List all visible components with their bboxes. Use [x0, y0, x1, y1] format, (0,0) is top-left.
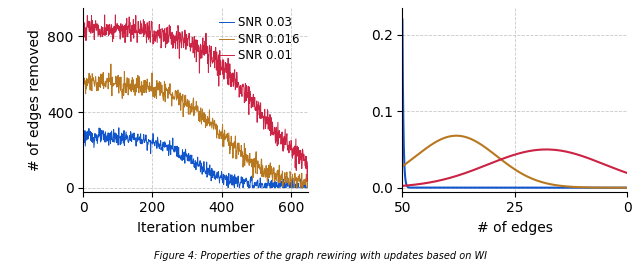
- SNR 0.016: [150, 86, 158, 89]
- SNR 0.03: [95, 135, 102, 139]
- Line: SNR 0.01: SNR 0.01: [83, 15, 308, 181]
- SNR 0.03: [119, 135, 127, 138]
- SNR 0.016: [107, 63, 115, 66]
- X-axis label: Iteration number: Iteration number: [137, 221, 254, 235]
- SNR 0.01: [125, 31, 133, 35]
- Y-axis label: # of edges removed: # of edges removed: [28, 29, 42, 171]
- SNR 0.01: [79, 31, 87, 34]
- SNR 0.01: [119, 36, 127, 39]
- SNR 0.03: [150, 141, 158, 144]
- SNR 0.016: [95, 75, 102, 78]
- SNR 0.03: [79, 139, 87, 143]
- SNR 0.01: [111, 13, 119, 16]
- SNR 0.016: [79, 87, 87, 90]
- SNR 0.01: [304, 160, 312, 163]
- SNR 0.016: [125, 88, 133, 91]
- SNR 0.01: [95, 33, 102, 36]
- Text: Figure 4: Properties of the graph rewiring with updates based on WI: Figure 4: Properties of the graph rewiri…: [154, 251, 486, 261]
- SNR 0.016: [92, 75, 99, 78]
- SNR 0.016: [304, 176, 312, 179]
- SNR 0.03: [304, 182, 312, 185]
- SNR 0.01: [279, 149, 287, 153]
- SNR 0.016: [287, 186, 295, 189]
- SNR 0.03: [92, 135, 99, 139]
- SNR 0.01: [92, 19, 99, 22]
- SNR 0.01: [303, 180, 311, 183]
- SNR 0.03: [280, 184, 287, 187]
- SNR 0.03: [224, 186, 232, 189]
- SNR 0.016: [119, 94, 127, 97]
- Legend: SNR 0.03, SNR 0.016, SNR 0.01: SNR 0.03, SNR 0.016, SNR 0.01: [217, 14, 302, 65]
- SNR 0.01: [150, 36, 158, 39]
- SNR 0.03: [115, 126, 123, 129]
- X-axis label: # of edges: # of edges: [477, 221, 553, 235]
- Line: SNR 0.03: SNR 0.03: [83, 128, 308, 188]
- Line: SNR 0.016: SNR 0.016: [83, 64, 308, 188]
- SNR 0.03: [125, 134, 133, 137]
- SNR 0.016: [279, 181, 287, 185]
